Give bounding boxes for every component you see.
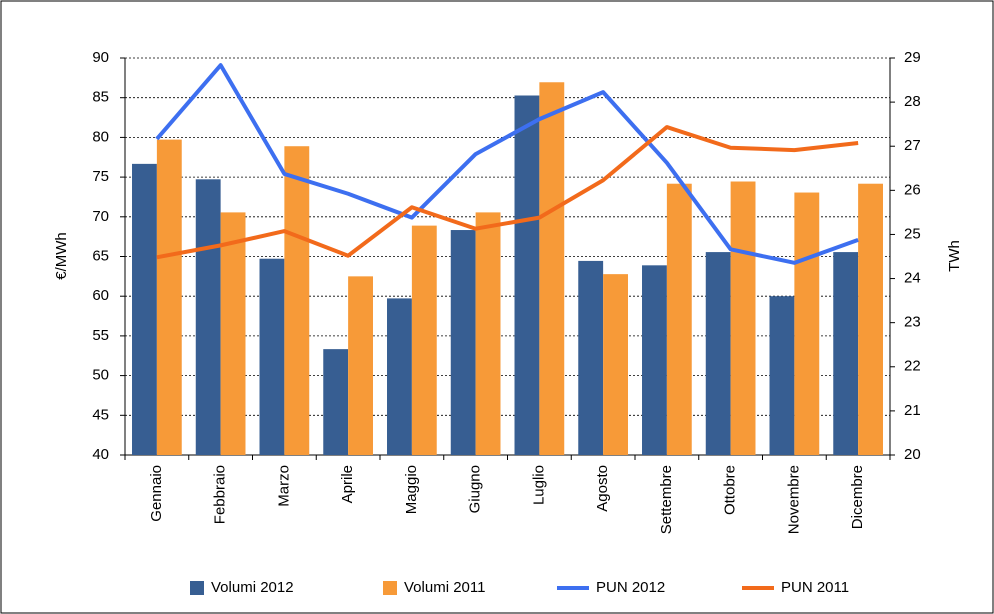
bar	[132, 163, 157, 455]
bar	[833, 252, 859, 455]
bar	[411, 225, 437, 455]
y2-tick-label: 28	[904, 93, 921, 110]
y-tick-label: 40	[92, 446, 109, 463]
y-tick-label: 50	[92, 367, 109, 384]
y-tick-label: 90	[92, 49, 109, 66]
bar	[603, 274, 628, 455]
bar	[794, 192, 820, 456]
bar	[705, 252, 731, 455]
line	[155, 63, 859, 265]
bar	[578, 260, 604, 455]
legend-label: PUN 2012	[596, 579, 665, 596]
y2-tick-label: 23	[904, 314, 921, 331]
y2-tick-label: 25	[904, 225, 921, 242]
x-tick-label: Febbraio	[212, 465, 229, 524]
y2-tick-label: 22	[904, 358, 921, 375]
y-tick-label: 65	[92, 247, 109, 264]
x-tick-label: Ottobre	[722, 465, 739, 515]
x-tick-label: Dicembre	[849, 465, 866, 529]
bar	[323, 349, 349, 455]
x-tick-label: Aprile	[339, 465, 356, 503]
bar	[642, 265, 667, 455]
bar	[220, 212, 246, 455]
y-tick-label: 55	[92, 327, 109, 344]
bar	[387, 298, 412, 455]
legend-swatch	[383, 581, 397, 595]
x-tick-label: Giugno	[467, 465, 484, 513]
y2-tick-label: 20	[904, 446, 921, 463]
y-tick-label: 80	[92, 128, 109, 145]
y2-axis-label: TWh	[946, 240, 963, 272]
bar	[769, 296, 795, 455]
y-axis-label: €/MWh	[53, 232, 70, 280]
legend-label: Volumi 2012	[211, 579, 294, 596]
legend-label: PUN 2011	[781, 579, 849, 596]
bar	[730, 181, 756, 455]
bar	[259, 258, 285, 455]
x-tick-label: Novembre	[785, 465, 802, 534]
x-tick-label: Marzo	[275, 465, 292, 507]
bar	[858, 183, 883, 455]
y-tick-label: 60	[92, 287, 109, 304]
legend-label: Volumi 2011	[404, 579, 485, 596]
bar	[539, 82, 565, 455]
x-tick-label: Luglio	[530, 465, 547, 505]
y-tick-label: 85	[92, 89, 109, 106]
bar	[666, 183, 692, 455]
y2-tick-label: 26	[904, 181, 921, 198]
y2-tick-label: 29	[904, 49, 921, 66]
line	[156, 125, 859, 260]
bar	[514, 95, 540, 455]
x-tick-label: Gennaio	[148, 465, 165, 522]
y2-tick-label: 21	[904, 402, 921, 419]
x-tick-label: Maggio	[403, 465, 420, 514]
bar	[450, 230, 476, 455]
x-tick-label: Agosto	[594, 465, 611, 512]
y-tick-label: 75	[92, 168, 109, 185]
bar	[348, 276, 373, 455]
y2-tick-label: 27	[904, 137, 921, 154]
y2-tick-label: 24	[904, 270, 921, 287]
bar	[195, 179, 221, 456]
y-tick-label: 45	[92, 406, 109, 423]
bar	[475, 212, 501, 455]
bar	[284, 146, 310, 455]
x-tick-label: Settembre	[658, 465, 675, 534]
legend-swatch	[190, 581, 204, 595]
bar	[156, 139, 182, 455]
y-tick-label: 70	[92, 208, 109, 225]
